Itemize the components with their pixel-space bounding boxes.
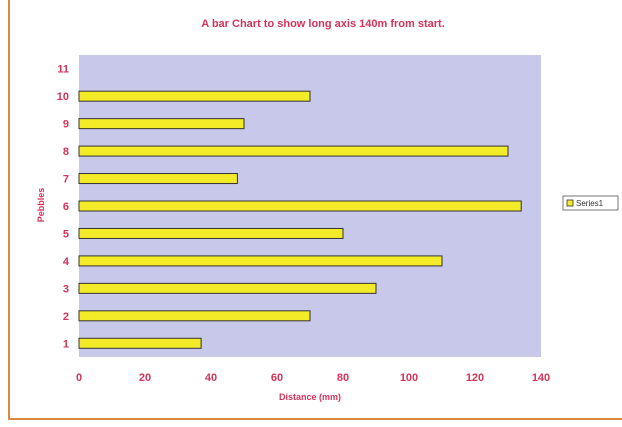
x-tick-label-80: 80	[337, 372, 349, 384]
bar-10	[78, 90, 311, 102]
bar-8	[78, 145, 509, 157]
bars	[78, 90, 522, 349]
y-tick-label-8: 8	[63, 146, 69, 158]
y-tick-label-4: 4	[63, 256, 70, 268]
x-tick-label-60: 60	[271, 372, 283, 384]
bar-5	[78, 227, 344, 239]
chart-title: A bar Chart to show long axis 140m from …	[201, 18, 444, 30]
x-tick-label-40: 40	[205, 372, 217, 384]
bar-6	[78, 200, 522, 212]
bar-4	[78, 255, 443, 267]
bar-9	[78, 118, 245, 130]
x-tick-label-140: 140	[532, 372, 550, 384]
x-tick-label-100: 100	[400, 372, 418, 384]
x-tick-label-0: 0	[76, 372, 82, 384]
legend: Series1	[562, 195, 619, 211]
bar-7	[78, 173, 238, 185]
y-tick-label-10: 10	[57, 91, 69, 103]
x-tick-label-120: 120	[466, 372, 484, 384]
legend-swatch	[566, 199, 574, 207]
bar-1	[78, 337, 202, 349]
y-tick-label-7: 7	[63, 174, 69, 186]
y-tick-label-9: 9	[63, 119, 69, 131]
y-tick-label-3: 3	[63, 283, 69, 295]
y-axis-label: Pebbles	[36, 188, 46, 223]
y-tick-labels: 1 2 3 4 5 6 7 8 9 10 11	[57, 64, 70, 351]
legend-label: Series1	[576, 199, 604, 208]
bar-3	[78, 282, 377, 294]
x-tick-labels: 0 20 40 60 80 100 120 140	[76, 372, 550, 384]
x-tick-label-20: 20	[139, 372, 151, 384]
x-axis-label: Distance (mm)	[279, 392, 341, 402]
y-tick-label-5: 5	[63, 228, 69, 240]
legend-box	[562, 195, 619, 211]
y-tick-label-1: 1	[63, 338, 69, 350]
y-tick-label-11: 11	[57, 64, 69, 76]
y-tick-label-6: 6	[63, 201, 69, 213]
bar-2	[78, 310, 311, 322]
y-tick-label-2: 2	[63, 311, 69, 323]
